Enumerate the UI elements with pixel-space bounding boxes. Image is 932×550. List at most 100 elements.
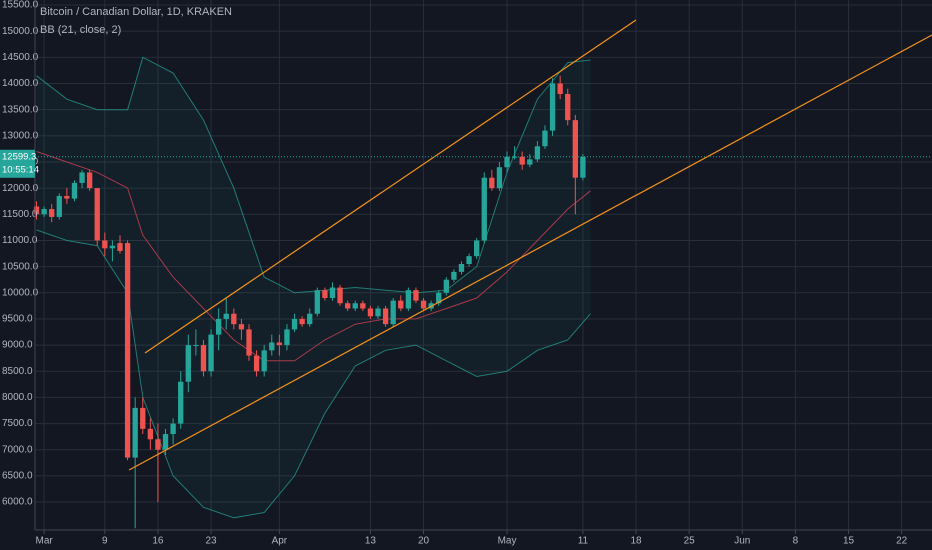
x-tick-label: 25 (684, 536, 696, 547)
candle-body (162, 434, 169, 450)
y-tick-label: 13000.0 (2, 130, 39, 141)
candle-body (580, 156, 586, 178)
candle-body (481, 177, 487, 241)
candle-body (375, 308, 381, 317)
candle-body (276, 342, 283, 346)
candle-body (511, 156, 518, 158)
candle-body (474, 240, 480, 257)
candle-body (49, 209, 55, 217)
y-tick-label: 10500.0 (2, 261, 39, 272)
y-tick-label: 7500.0 (2, 418, 33, 429)
candle-body (542, 130, 548, 147)
y-tick-label: 15500.0 (2, 0, 39, 11)
y-tick-label: 6500.0 (2, 471, 33, 482)
y-tick-label: 8000.0 (2, 392, 33, 403)
candle-body (360, 303, 366, 309)
candle-body (238, 324, 245, 330)
candle-body (527, 159, 533, 165)
indicator-label: BB (21, close, 2) (40, 24, 121, 36)
candle-body (200, 345, 207, 372)
candle-body (398, 300, 404, 309)
candle-body (56, 195, 62, 217)
y-tick-label: 15000.0 (2, 26, 39, 37)
candle-body (109, 245, 116, 249)
candle-body (458, 264, 465, 272)
candle-body (420, 300, 427, 309)
y-tick-label: 6000.0 (2, 497, 33, 508)
x-tick-label: 16 (152, 536, 164, 547)
candle-body (557, 83, 563, 94)
candle-body (466, 256, 472, 265)
candle-body (64, 195, 70, 199)
candle-body (185, 345, 191, 382)
candle-body (322, 290, 328, 299)
countdown-label: 10:55:14 (2, 164, 39, 175)
x-tick-label: 8 (793, 536, 799, 547)
y-tick-label: 9500.0 (2, 314, 33, 325)
y-tick-label: 10000.0 (2, 287, 39, 298)
bb-fill (36, 57, 591, 518)
candle-body (208, 334, 214, 372)
y-tick-label: 12000.0 (2, 183, 39, 194)
candle-body (253, 355, 260, 372)
y-tick-label: 11000.0 (2, 235, 38, 246)
candle-body (193, 345, 199, 347)
candle-body (140, 407, 146, 429)
candle-body (314, 290, 320, 314)
x-tick-label: 9 (102, 536, 108, 547)
candle-body (337, 287, 343, 304)
candle-body (390, 300, 396, 325)
candle-body (269, 342, 275, 351)
candle-body (94, 188, 100, 241)
candle-body (519, 156, 525, 165)
candle-body (102, 240, 108, 249)
x-tick-label: 20 (418, 536, 430, 547)
y-tick-label: 8500.0 (2, 366, 33, 377)
candle-body (489, 177, 495, 189)
x-tick-label: 18 (630, 536, 642, 547)
candle-body (117, 243, 123, 251)
bb-basis (36, 151, 591, 362)
x-tick-label: Mar (35, 536, 53, 547)
candle-body (504, 156, 510, 168)
y-tick-label: 9000.0 (2, 340, 33, 351)
y-tick-label: 14500.0 (2, 52, 39, 63)
candle-body (231, 313, 237, 325)
candle-body (436, 292, 442, 304)
candle-body (41, 209, 47, 215)
candle-body (352, 303, 358, 309)
candle-body (124, 243, 131, 458)
candle-body (345, 303, 351, 309)
x-tick-label: 13 (365, 536, 377, 547)
candle-body (443, 279, 449, 293)
candle-body (413, 290, 419, 301)
candle-body (329, 287, 336, 299)
candle-body (71, 182, 78, 199)
candle-body (549, 83, 556, 131)
x-tick-label: 23 (205, 536, 217, 547)
trend-line (128, 34, 932, 471)
candle-body (223, 313, 229, 319)
x-tick-label: Jun (734, 536, 750, 547)
candle-body (534, 146, 541, 160)
y-tick-label: 14000.0 (2, 78, 39, 89)
candle-body (132, 407, 138, 458)
candle-body (33, 206, 40, 215)
candle-body (451, 271, 457, 280)
y-tick-label: 13500.0 (2, 104, 39, 115)
candle-body (261, 350, 267, 372)
candle-body (147, 428, 154, 440)
x-tick-label: 11 (578, 536, 589, 547)
x-tick-label: 22 (896, 536, 908, 547)
candle-body (367, 308, 374, 317)
trend-line (144, 19, 637, 354)
chart-title: Bitcoin / Canadian Dollar, 1D, KRAKEN (40, 6, 232, 18)
x-tick-label: 15 (843, 536, 855, 547)
candle-body (246, 329, 252, 356)
y-tick-label: 7000.0 (2, 444, 33, 455)
candle-body (565, 93, 571, 121)
candle-body (291, 318, 298, 330)
y-tick-label: 11500.0 (2, 209, 38, 220)
candle-body (215, 318, 222, 335)
